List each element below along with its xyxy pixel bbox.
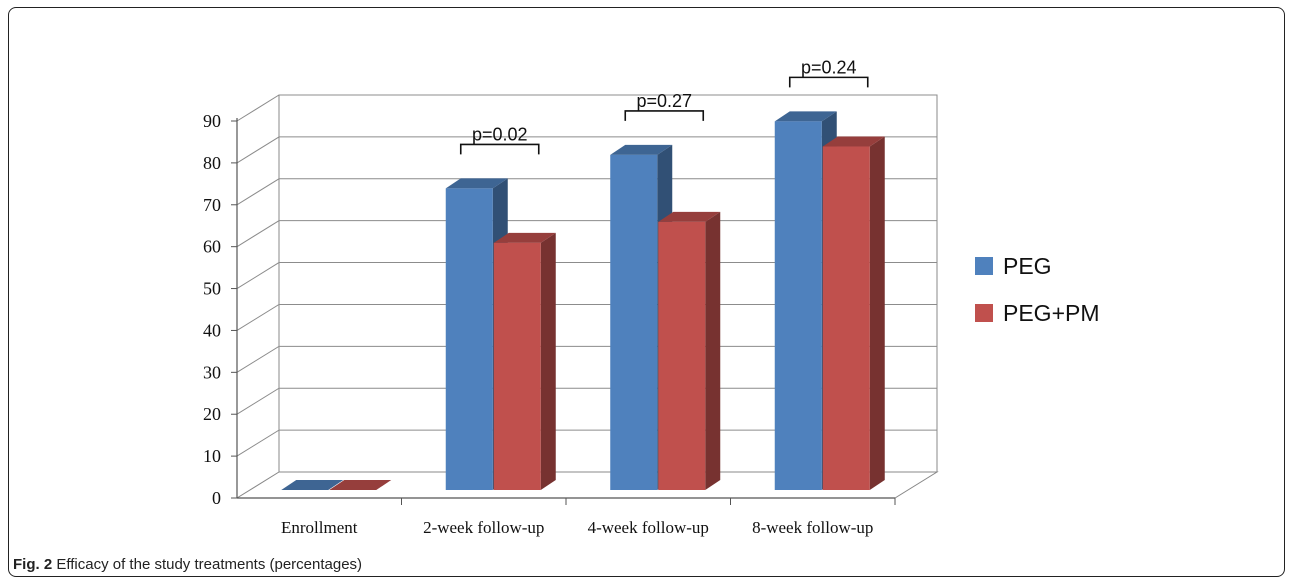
bar-top (493, 232, 556, 243)
legend-label: PEG+PM (1003, 300, 1100, 326)
x-category-label: Enrollment (281, 518, 358, 537)
p-value-label: p=0.02 (472, 124, 528, 144)
bar-peg (281, 480, 344, 490)
bar-peg-pm (329, 480, 392, 490)
bar-side (705, 211, 721, 490)
y-tick-label: 20 (203, 404, 221, 424)
bar-peg-pm (822, 136, 885, 490)
significance-bracket (788, 76, 869, 88)
bar-front (445, 188, 493, 490)
gridline (236, 136, 937, 164)
bar-peg-pm (493, 232, 556, 490)
bar-peg-pm (658, 211, 721, 490)
bar-top (774, 111, 837, 122)
y-tick-label: 50 (203, 279, 221, 299)
bar-top (822, 136, 885, 147)
bar-top (610, 144, 673, 155)
bar-front (822, 146, 870, 490)
y-tick-label: 10 (203, 446, 221, 466)
p-value-label: p=0.24 (801, 57, 857, 77)
gridline (236, 178, 937, 206)
gridline (236, 94, 937, 122)
caption-label: Fig. 2 (13, 556, 53, 573)
x-category-label: 8-week follow-up (752, 518, 873, 537)
x-category-label: 2-week follow-up (423, 518, 544, 537)
y-tick-label: 90 (203, 111, 221, 131)
bar-top (658, 211, 721, 222)
bar-front (610, 154, 658, 490)
p-value-label: p=0.27 (636, 91, 692, 111)
bar-front (774, 121, 822, 490)
y-tick-label: 40 (203, 320, 221, 340)
legend-label: PEG (1003, 253, 1052, 279)
legend-swatch (975, 304, 993, 322)
bar-front (493, 242, 541, 490)
caption-text: Efficacy of the study treatments (percen… (56, 556, 363, 573)
figure-caption: Fig. 2 Efficacy of the study treatments … (13, 556, 362, 573)
y-tick-label: 80 (203, 153, 221, 173)
bar-top (445, 178, 508, 189)
y-tick-label: 30 (203, 362, 221, 382)
significance-bracket (459, 143, 540, 155)
bar-top (329, 480, 392, 490)
y-tick-label: 60 (203, 237, 221, 257)
bar-side (540, 232, 556, 490)
significance-bracket (624, 110, 705, 121)
bar-front (658, 221, 706, 490)
bar-side (869, 136, 885, 490)
x-category-label: 4-week follow-up (588, 518, 709, 537)
figure-frame (8, 7, 1285, 577)
legend-swatch (975, 257, 993, 275)
y-tick-label: 0 (212, 488, 221, 508)
y-tick-label: 70 (203, 195, 221, 215)
bar-top (281, 480, 344, 490)
